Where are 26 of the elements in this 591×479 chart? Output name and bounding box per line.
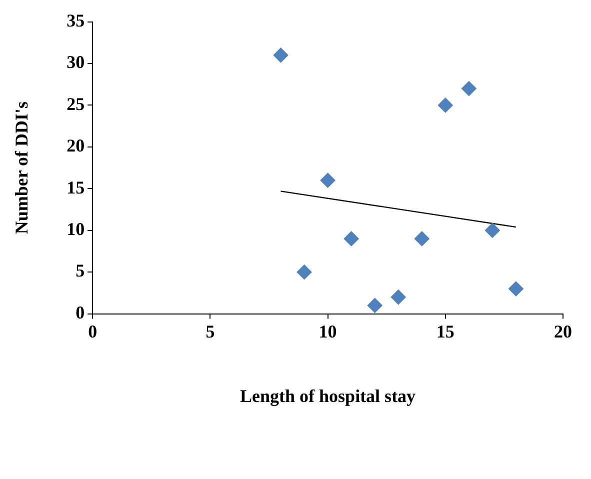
- y-tick-label: 30: [66, 52, 85, 72]
- y-tick-label: 35: [66, 10, 85, 30]
- point: [367, 298, 382, 313]
- x-tick-label: 10: [318, 321, 337, 342]
- x-tick-label: 15: [436, 321, 454, 342]
- point: [390, 290, 406, 305]
- point: [461, 81, 476, 96]
- point: [344, 231, 359, 246]
- point: [414, 231, 430, 246]
- x-tick-label: 0: [88, 321, 98, 342]
- point: [320, 172, 336, 188]
- y-tick-label: 10: [66, 219, 85, 240]
- point: [296, 264, 312, 280]
- point: [273, 48, 288, 63]
- point: [484, 222, 500, 238]
- y-tick-label: 25: [66, 94, 85, 114]
- x-tick-label: 20: [554, 321, 572, 342]
- y-tick-label: 20: [66, 136, 85, 156]
- y-axis-title: Number of DDI's: [11, 101, 32, 234]
- y-tick-label: 0: [76, 302, 85, 322]
- y-tick-label: 5: [76, 260, 85, 281]
- x-tick-label: 5: [206, 321, 215, 342]
- point: [438, 98, 453, 113]
- y-tick-label: 15: [66, 177, 85, 198]
- point: [508, 281, 524, 296]
- x-axis-title: Length of hospital stay: [240, 386, 416, 406]
